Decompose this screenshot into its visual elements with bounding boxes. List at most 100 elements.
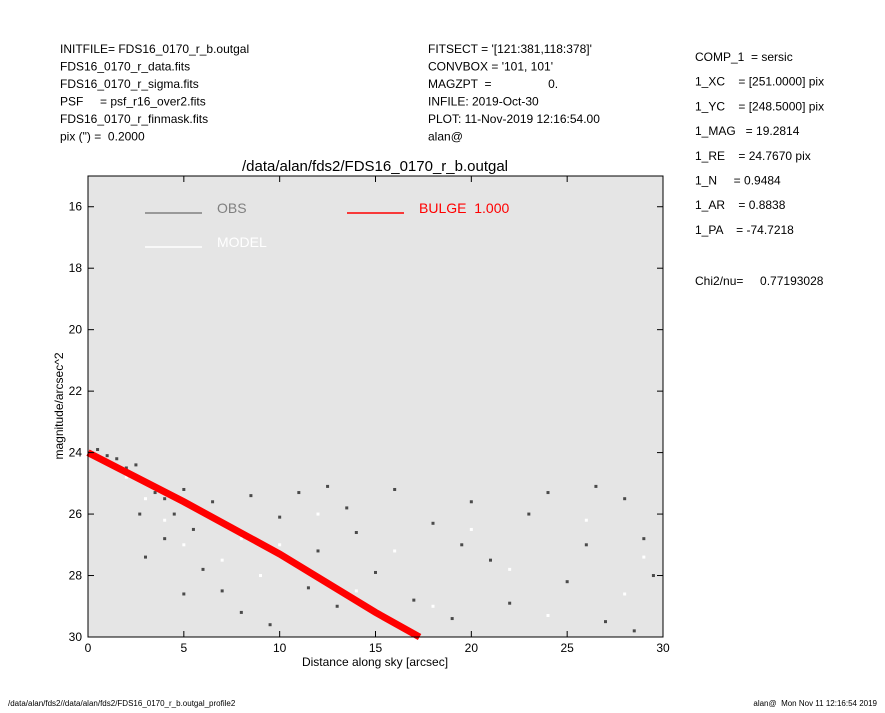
data-point — [412, 598, 416, 602]
data-point — [220, 558, 224, 562]
y-tick-label: 20 — [69, 323, 83, 337]
parameter: COMP_1 = sersic — [695, 50, 793, 64]
data-point — [642, 537, 646, 541]
legend-label: OBS — [217, 200, 247, 216]
x-tick-label: 30 — [656, 641, 670, 655]
y-tick-label: 30 — [69, 630, 83, 644]
data-point — [335, 604, 339, 608]
data-point — [326, 484, 330, 488]
legend-label: MODEL — [217, 234, 267, 250]
header-line: MAGZPT = 0. — [428, 77, 558, 91]
header-line: FDS16_0170_r_sigma.fits — [60, 77, 199, 91]
data-point — [489, 558, 492, 562]
data-point — [431, 521, 435, 525]
header-line: FDS16_0170_r_finmask.fits — [60, 112, 208, 126]
data-point — [124, 466, 128, 470]
header-line: pix (") = 0.2000 — [60, 130, 145, 144]
data-point — [508, 601, 512, 605]
data-point — [354, 531, 358, 535]
data-point — [354, 589, 358, 593]
data-point — [239, 610, 243, 614]
y-tick-label: 28 — [69, 569, 83, 583]
data-point — [345, 506, 349, 510]
x-tick-label: 20 — [465, 641, 479, 655]
model-line — [86, 449, 422, 641]
data-point — [584, 518, 588, 522]
x-tick-label: 0 — [85, 641, 92, 655]
header-line: FITSECT = '[121:381,118:378]' — [428, 42, 592, 56]
data-point — [651, 574, 655, 578]
data-point — [508, 567, 512, 571]
data-point — [632, 629, 636, 633]
data-point — [172, 512, 176, 516]
chi2: Chi2/nu= 0.77193028 — [695, 274, 824, 288]
data-point — [163, 518, 167, 522]
header-line: PLOT: 11-Nov-2019 12:16:54.00 — [428, 112, 600, 126]
data-point — [604, 620, 607, 624]
legend-label: BULGE 1.000 — [419, 200, 509, 216]
data-point — [182, 543, 186, 547]
plot-area — [88, 176, 663, 637]
y-tick-label: 22 — [69, 384, 83, 398]
data-point — [546, 613, 550, 617]
data-point — [623, 592, 627, 596]
x-axis-label: Distance along sky [arcsec] — [302, 655, 448, 669]
data-point — [527, 512, 531, 516]
data-point — [278, 543, 282, 547]
y-axis-label: magnitude/arcsec^2 — [52, 352, 66, 459]
x-tick-label: 15 — [369, 641, 383, 655]
data-point — [182, 592, 186, 596]
x-tick-label: 10 — [273, 641, 287, 655]
data-point — [239, 537, 243, 541]
data-point — [220, 589, 224, 593]
data-point — [134, 463, 138, 467]
y-tick-label: 26 — [69, 507, 83, 521]
data-point — [393, 487, 397, 491]
parameter: 1_YC = [248.5000] pix — [695, 99, 824, 113]
data-point — [259, 574, 262, 578]
parameter: 1_N = 0.9484 — [695, 174, 781, 188]
header-line: alan@ — [428, 130, 463, 144]
data-point — [306, 586, 310, 590]
header-line: INFILE: 2019-Oct-30 — [428, 95, 539, 109]
y-tick-label: 16 — [69, 200, 83, 214]
data-point — [105, 454, 109, 458]
data-point — [374, 570, 377, 574]
data-point — [431, 604, 435, 608]
parameter: 1_PA = -74.7218 — [695, 223, 794, 237]
data-point — [316, 512, 320, 516]
data-point — [460, 543, 464, 547]
header-line: FDS16_0170_r_data.fits — [60, 60, 190, 74]
data-point — [115, 457, 119, 461]
data-point — [96, 448, 100, 452]
data-point — [642, 555, 646, 559]
x-tick-label: 5 — [180, 641, 187, 655]
data-point — [546, 491, 550, 495]
data-point — [211, 500, 215, 504]
data-point — [469, 527, 473, 531]
data-point — [584, 543, 588, 547]
x-tick-label: 25 — [560, 641, 574, 655]
chart-title: /data/alan/fds2/FDS16_0170_r_b.outgal — [242, 158, 508, 175]
parameter: 1_MAG = 19.2814 — [695, 124, 800, 138]
y-tick-label: 24 — [69, 446, 83, 460]
data-point — [124, 475, 128, 479]
data-point — [623, 497, 627, 501]
header-line: PSF = psf_r16_over2.fits — [60, 95, 206, 109]
header-line: INITFILE= FDS16_0170_r_b.outgal — [60, 42, 249, 56]
header-line: CONVBOX = '101, 101' — [428, 60, 553, 74]
data-point — [268, 623, 272, 627]
parameter: 1_XC = [251.0000] pix — [695, 75, 824, 89]
data-point — [163, 497, 167, 501]
data-point — [278, 515, 282, 519]
data-point — [201, 567, 205, 571]
y-tick-label: 18 — [69, 261, 83, 275]
footer-path: /data/alan/fds2//data/alan/fds2/FDS16_01… — [8, 699, 236, 708]
footer-date: alan@ Mon Nov 11 12:16:54 2019 — [753, 699, 877, 708]
data-point — [450, 617, 454, 621]
data-point — [182, 487, 186, 491]
data-point — [594, 484, 598, 488]
data-point — [316, 549, 320, 553]
data-point — [144, 555, 147, 559]
